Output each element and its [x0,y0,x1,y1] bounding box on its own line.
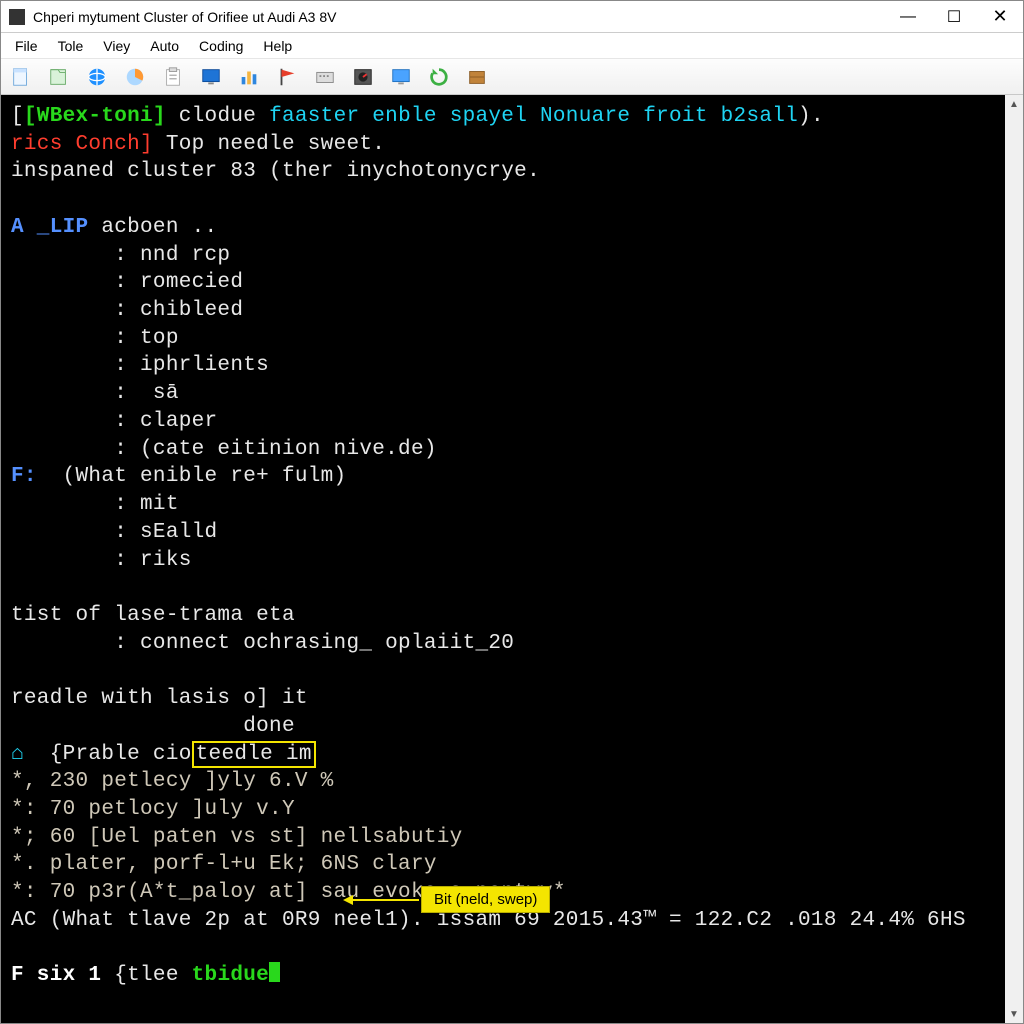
highlight-box: teedle im [192,741,316,768]
clipboard-icon[interactable] [161,65,185,89]
menu-tole[interactable]: Tole [48,36,94,56]
home-icon: ⌂ [11,743,24,766]
menubar: File Tole Viey Auto Coding Help [1,33,1023,59]
callout-label: Bit (neld, swep) [421,886,550,913]
close-button[interactable]: ✕ [977,1,1023,32]
window-controls: — ☐ ✕ [885,1,1023,32]
gauge-icon[interactable] [351,65,375,89]
callout-arrow [353,899,419,901]
maximize-button[interactable]: ☐ [931,1,977,32]
app-icon [9,9,25,25]
menu-file[interactable]: File [5,36,48,56]
cursor [269,962,280,982]
terminal-area: [[WBex-toni] clodue faaster enble spayel… [1,95,1023,1023]
refresh-green-icon[interactable] [427,65,451,89]
monitor-icon[interactable] [199,65,223,89]
scrollbar[interactable]: ▲ ▼ [1005,95,1023,1023]
menu-help[interactable]: Help [253,36,302,56]
doc-open-icon[interactable] [47,65,71,89]
screen-blue-icon[interactable] [389,65,413,89]
menu-viey[interactable]: Viey [93,36,140,56]
titlebar[interactable]: Chperi mytument Cluster of Orifiee ut Au… [1,1,1023,33]
doc-new-icon[interactable] [9,65,33,89]
toolbar [1,59,1023,95]
menu-auto[interactable]: Auto [140,36,189,56]
menu-coding[interactable]: Coding [189,36,253,56]
scroll-track[interactable] [1005,113,1023,1005]
app-window: Chperi mytument Cluster of Orifiee ut Au… [0,0,1024,1024]
globe-blue-icon[interactable] [85,65,109,89]
keyboard-icon[interactable] [313,65,337,89]
scroll-up-button[interactable]: ▲ [1005,95,1023,113]
prompt-label: [WBex-toni] [24,105,166,128]
terminal-output[interactable]: [[WBex-toni] clodue faaster enble spayel… [1,95,1005,1023]
box-icon[interactable] [465,65,489,89]
flag-red-icon[interactable] [275,65,299,89]
bar-chart-icon[interactable] [237,65,261,89]
window-title: Chperi mytument Cluster of Orifiee ut Au… [33,9,885,25]
pie-orange-icon[interactable] [123,65,147,89]
scroll-down-button[interactable]: ▼ [1005,1005,1023,1023]
minimize-button[interactable]: — [885,1,931,32]
